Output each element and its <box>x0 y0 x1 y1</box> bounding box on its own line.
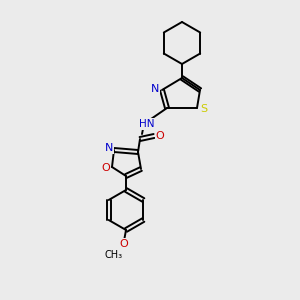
Text: O: O <box>102 163 110 173</box>
Text: S: S <box>200 104 208 114</box>
Text: N: N <box>105 143 113 153</box>
Text: N: N <box>151 84 159 94</box>
Text: O: O <box>156 131 164 141</box>
Text: HN: HN <box>139 119 155 129</box>
Text: CH₃: CH₃ <box>105 250 123 260</box>
Text: O: O <box>120 239 128 249</box>
